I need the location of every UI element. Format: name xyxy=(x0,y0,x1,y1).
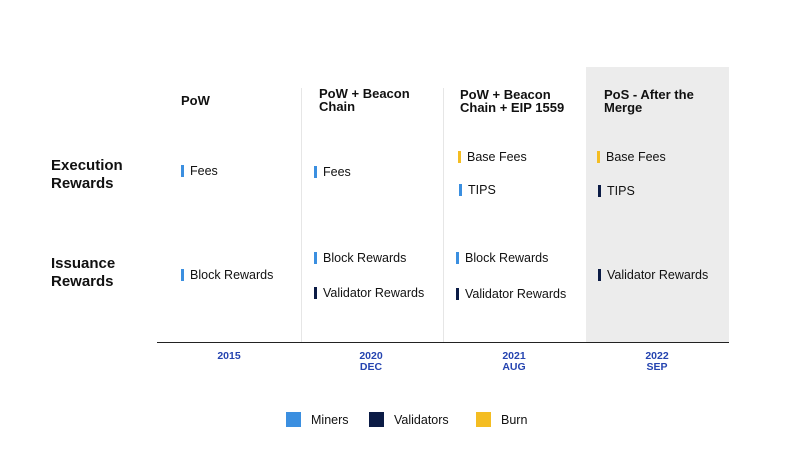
reward-color-marker xyxy=(598,185,601,197)
legend-item-validators: Validators xyxy=(369,412,449,427)
column-title-pow-beacon: PoW + Beacon Chain xyxy=(319,86,410,114)
reward-item: TIPS xyxy=(459,183,496,197)
legend-swatch xyxy=(369,412,384,427)
reward-item: Base Fees xyxy=(597,150,666,164)
timeline-year-2015: 2015 xyxy=(217,350,241,362)
legend-label: Validators xyxy=(394,412,449,427)
reward-label: Validator Rewards xyxy=(465,287,567,301)
reward-item: Base Fees xyxy=(458,150,527,164)
reward-item: Fees xyxy=(181,164,218,178)
reward-color-marker xyxy=(314,252,317,264)
reward-color-marker xyxy=(458,151,461,163)
reward-label: Base Fees xyxy=(606,150,666,164)
timeline-year-2020: 2020 DEC xyxy=(359,350,383,373)
timeline-axis xyxy=(157,342,729,343)
reward-label: Block Rewards xyxy=(190,268,274,282)
reward-color-marker xyxy=(314,287,317,299)
reward-label: Base Fees xyxy=(467,150,527,164)
legend-label: Burn xyxy=(501,412,528,427)
row-title-issuance-rewards: Issuance Rewards xyxy=(51,255,116,290)
reward-item: Block Rewards xyxy=(314,251,406,265)
legend-item-miners: Miners xyxy=(286,412,349,427)
row-title-execution-rewards: Execution Rewards xyxy=(51,157,123,192)
reward-label: TIPS xyxy=(607,184,635,198)
reward-color-marker xyxy=(598,269,601,281)
reward-color-marker xyxy=(181,165,184,177)
legend-swatch xyxy=(476,412,491,427)
reward-label: Fees xyxy=(190,164,218,178)
reward-color-marker xyxy=(597,151,600,163)
reward-label: Fees xyxy=(323,165,351,179)
reward-label: Block Rewards xyxy=(465,251,549,265)
legend-label: Miners xyxy=(311,412,349,427)
reward-color-marker xyxy=(459,184,462,196)
legend-item-burn: Burn xyxy=(476,412,527,427)
column-divider xyxy=(301,88,302,342)
reward-item: Block Rewards xyxy=(181,268,273,282)
reward-color-marker xyxy=(456,252,459,264)
reward-color-marker xyxy=(456,288,459,300)
reward-item: Validator Rewards xyxy=(314,286,424,300)
column-title-pow: PoW xyxy=(181,93,210,108)
reward-label: TIPS xyxy=(468,183,496,197)
reward-item: Validator Rewards xyxy=(598,268,708,282)
timeline-year-2021: 2021 AUG xyxy=(502,350,526,373)
reward-item: Validator Rewards xyxy=(456,287,566,301)
reward-label: Validator Rewards xyxy=(323,286,425,300)
reward-item: Block Rewards xyxy=(456,251,548,265)
column-title-pos-merge: PoS - After the Merge xyxy=(604,87,694,115)
reward-label: Validator Rewards xyxy=(607,268,709,282)
column-divider xyxy=(443,88,444,342)
timeline-year-2022: 2022 SEP xyxy=(645,350,669,373)
legend-swatch xyxy=(286,412,301,427)
column-title-eip1559: PoW + Beacon Chain + EIP 1559 xyxy=(460,87,565,115)
reward-item: TIPS xyxy=(598,184,635,198)
highlighted-column-background xyxy=(586,67,729,343)
reward-item: Fees xyxy=(314,165,351,179)
reward-color-marker xyxy=(181,269,184,281)
reward-color-marker xyxy=(314,166,317,178)
reward-label: Block Rewards xyxy=(323,251,407,265)
